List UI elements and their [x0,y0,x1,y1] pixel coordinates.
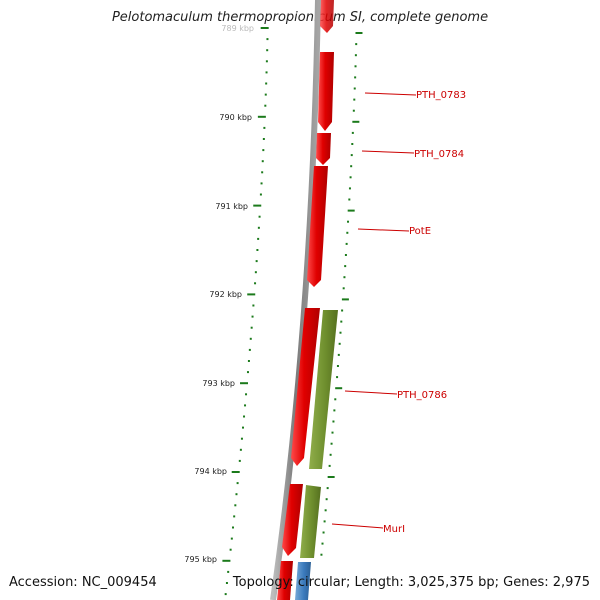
gene-feature-red-794[interactable] [282,484,303,556]
leader-line-pote [357,228,410,232]
scale-ruler [222,27,269,596]
map-title: Pelotomaculum thermopropionicum SI, comp… [111,10,489,25]
scale-label-791: 791 kbp [215,202,248,211]
label-leader-lines [331,92,417,529]
accession-text: Accession: NC_009454 [9,575,157,590]
gene-feature-pote[interactable] [307,166,328,287]
leader-line-muri [331,523,384,529]
gene-feature-muri[interactable] [300,485,321,558]
gene-feature-red-792[interactable] [291,308,320,466]
gene-feature-bottom-red[interactable] [277,561,293,600]
gene-feature-top[interactable] [320,0,334,33]
scale-label-795: 795 kbp [184,555,217,564]
gene-features [277,0,338,600]
gene-label-pote[interactable]: PotE [409,226,431,237]
scale-labels: 789 kbp 790 kbp 791 kbp 792 kbp 793 kbp … [184,24,254,564]
scale-label-790: 790 kbp [219,113,252,122]
outer-dotted-track [320,32,363,556]
gene-labels: PTH_0783 PTH_0784 PotE PTH_0786 MurI [383,90,466,535]
gene-feature-bottom-blue[interactable] [295,562,311,600]
topology-text: Topology: circular; Length: 3,025,375 bp… [232,575,590,590]
scale-label-793: 793 kbp [202,379,235,388]
leader-line-pth-0784 [361,150,415,154]
gene-label-pth-0783[interactable]: PTH_0783 [416,90,466,101]
gene-feature-pth-0783[interactable] [318,52,334,131]
scale-label-789: 789 kbp [221,24,254,33]
genome-backbone [270,0,321,600]
gene-feature-pth-0786[interactable] [309,310,338,469]
gene-label-muri[interactable]: MurI [383,524,405,535]
gene-label-pth-0786[interactable]: PTH_0786 [397,390,447,401]
gene-feature-pth-0784[interactable] [316,133,331,165]
scale-label-792: 792 kbp [209,290,242,299]
leader-line-pth-0783 [364,92,417,96]
scale-label-794: 794 kbp [194,467,227,476]
leader-line-pth-0786 [344,390,398,395]
gene-label-pth-0784[interactable]: PTH_0784 [414,149,464,160]
